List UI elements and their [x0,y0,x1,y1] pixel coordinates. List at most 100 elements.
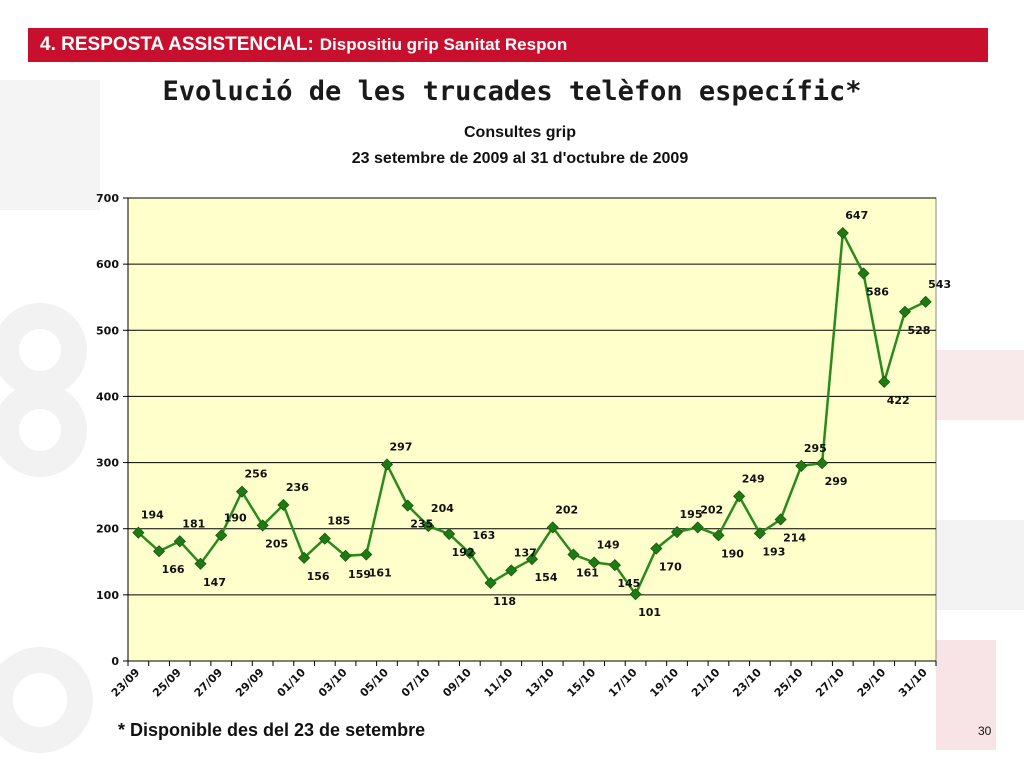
data-point [815,457,829,470]
x-tick-label: 17/10 [606,666,640,700]
data-point [857,267,870,280]
data-point [836,226,849,240]
header-subtitle: Dispositiu grip Sanitat Respon [319,35,568,54]
data-label: 202 [700,503,723,516]
header-bar: 4. RESPOSTA ASSISTENCIAL: Dispositiu gri… [28,28,988,62]
data-point [318,532,331,545]
data-point [919,295,932,308]
data-point [153,545,166,558]
data-point [898,305,911,318]
x-tick-label: 19/10 [647,666,681,700]
data-point [132,526,145,539]
data-label: 156 [307,570,330,583]
data-label: 149 [597,538,620,551]
data-label: 214 [783,531,806,544]
data-label: 154 [535,571,558,584]
x-tick-label: 09/10 [440,666,474,700]
data-point [360,548,373,561]
chart-subtitle: 23 setembre de 2009 al 31 d'octubre de 2… [351,150,689,167]
data-point [173,535,186,548]
x-tick-label: 29/09 [233,666,267,700]
x-tick-label: 25/09 [150,666,184,700]
data-point [795,459,808,472]
data-label: 202 [555,503,578,516]
data-label: 192 [452,546,475,559]
data-label: 528 [907,324,930,337]
data-label: 161 [369,567,392,580]
y-tick-label: 400 [96,390,119,403]
data-point [277,498,290,511]
data-point [463,547,476,560]
data-point [878,375,891,388]
chart-title: Consultes grip [463,124,576,141]
data-label: 159 [348,568,371,581]
data-label: 101 [638,606,661,619]
y-tick-label: 100 [96,589,119,602]
y-tick-label: 300 [96,457,119,470]
x-tick-label: 23/09 [109,666,143,700]
data-label: 235 [410,518,433,531]
data-point [670,525,684,539]
data-point [567,548,580,561]
data-point [753,527,766,540]
x-tick-label: 27/10 [813,666,847,700]
data-label: 137 [514,546,537,559]
x-tick-label: 15/10 [565,666,599,700]
data-point [505,564,518,577]
data-label: 299 [825,475,848,488]
data-point [401,499,414,512]
data-label: 256 [244,468,267,481]
x-tick-label: 31/10 [896,666,930,700]
x-tick-label: 21/10 [689,666,723,700]
header-section: 4. RESPOSTA ASSISTENCIAL: [40,34,314,55]
y-tick-label: 600 [96,258,119,271]
data-label: 195 [680,508,703,521]
data-point [298,551,311,564]
slide-title: Evolució de les trucades telèfon específ… [162,76,862,107]
data-label: 190 [224,511,247,524]
data-label: 295 [804,442,827,455]
data-point [443,527,456,541]
data-label: 236 [286,481,309,494]
x-tick-label: 11/10 [482,666,516,700]
data-point [774,513,787,526]
data-label: 586 [866,285,889,298]
y-tick-label: 500 [96,324,119,337]
data-label: 422 [887,394,910,407]
data-label: 647 [845,209,868,222]
x-tick-label: 07/10 [399,666,433,700]
data-point [215,529,228,542]
data-point [546,521,559,534]
data-label: 205 [265,537,288,550]
data-label: 543 [928,278,951,291]
data-point [712,529,725,542]
data-point [235,485,249,498]
data-point [588,556,601,569]
data-label: 181 [182,517,205,530]
data-point [733,490,746,503]
plot-area [127,197,937,662]
page-number: 30 [978,724,992,738]
data-label: 193 [762,545,785,558]
y-tick-label: 200 [96,523,119,536]
data-label: 249 [742,472,765,485]
data-label: 161 [576,567,599,580]
data-label: 145 [617,577,640,590]
data-label: 163 [472,529,495,542]
x-tick-label: 13/10 [523,666,557,700]
data-point [339,549,352,562]
data-point [484,576,497,590]
data-label: 204 [431,502,454,515]
x-tick-label: 01/10 [275,666,309,700]
y-tick-label: 700 [96,192,119,205]
data-label: 118 [493,595,516,608]
data-point [608,559,621,572]
data-label: 147 [203,576,226,589]
data-label: 166 [162,563,185,576]
x-tick-label: 03/10 [316,666,350,700]
data-point [422,520,435,533]
data-point [691,521,704,534]
data-point [525,553,539,566]
data-point [629,588,642,601]
